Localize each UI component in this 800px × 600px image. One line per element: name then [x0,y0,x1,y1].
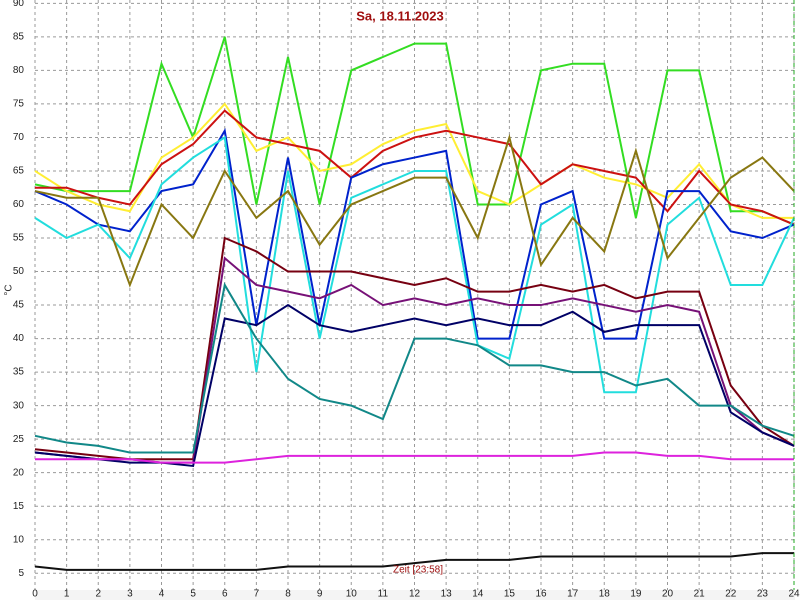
x-tick-label: 9 [317,589,323,600]
x-tick-label: 8 [285,589,291,600]
annotation: Zeit [23:58] [393,565,443,576]
x-tick-label: 18 [599,589,611,600]
x-tick-label: 22 [725,589,737,600]
chart-title: Sa, 18.11.2023 [356,8,443,23]
y-tick-label: 85 [13,32,25,43]
series-line [34,102,794,219]
x-axis-strip [35,590,795,600]
y-tick-label: 45 [13,300,25,311]
series-line [34,36,795,226]
x-tick-label: 10 [346,589,358,600]
x-tick-label: 13 [441,589,453,600]
series-line [35,451,794,464]
y-tick-label: 30 [13,400,25,411]
x-tick-label: 1 [64,589,70,600]
x-tick-label: 7 [254,589,260,600]
series-line [34,552,794,571]
y-tick-label: 10 [13,534,25,545]
x-tick-label: 19 [630,589,642,600]
y-tick-label: 90 [13,0,25,9]
x-tick-label: 5 [190,589,196,600]
y-tick-label: 70 [13,132,25,143]
y-axis-label: °C [4,284,15,295]
x-tick-label: 0 [32,589,38,600]
x-tick-label: 23 [757,589,769,600]
x-tick-label: 11 [378,589,389,600]
y-tick-label: 20 [13,467,25,478]
x-tick-label: 4 [159,589,165,600]
series-line [35,109,795,226]
series-line [34,282,795,454]
y-tick-label: 40 [13,333,25,344]
x-tick-label: 2 [95,589,101,600]
y-tick-label: 60 [13,199,25,210]
series-line [34,135,795,394]
x-tick-label: 21 [694,589,706,600]
y-tick-label: 50 [13,266,25,277]
y-tick-label: 35 [13,367,25,378]
x-tick-label: 24 [788,589,800,600]
series-line [34,236,795,461]
series-line [34,127,795,340]
series-line [34,133,795,288]
y-tick-label: 25 [13,434,25,445]
x-tick-label: 17 [567,589,579,600]
y-tick-label: 75 [13,99,25,110]
lines [34,36,795,571]
x-tick-label: 20 [662,589,674,600]
y-tick-label: 80 [13,65,25,76]
x-tick-label: 14 [472,589,484,600]
x-tick-label: 15 [504,589,516,600]
y-tick-label: 65 [13,166,25,177]
x-tick-label: 16 [535,589,547,600]
y-tick-label: 15 [13,501,25,512]
x-tick-label: 12 [409,589,421,600]
y-tick-label: 55 [13,233,25,244]
x-tick-label: 3 [127,589,133,600]
x-tick-label: 6 [222,589,228,600]
y-tick-label: 5 [18,568,24,579]
